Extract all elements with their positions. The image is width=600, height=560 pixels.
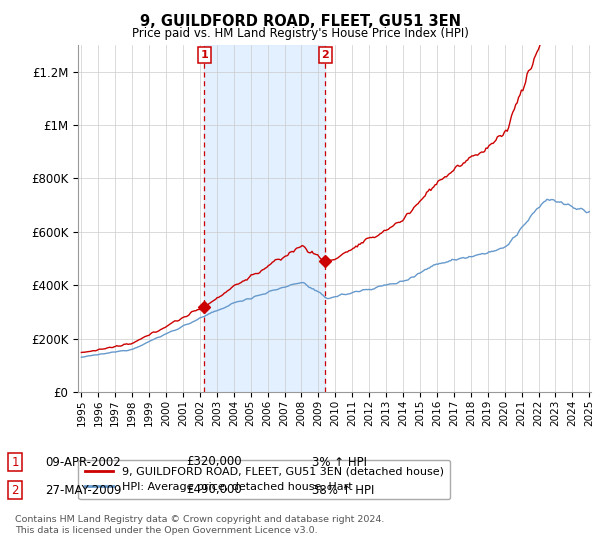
Text: 27-MAY-2009: 27-MAY-2009 — [45, 483, 121, 497]
Text: 9, GUILDFORD ROAD, FLEET, GU51 3EN: 9, GUILDFORD ROAD, FLEET, GU51 3EN — [139, 14, 461, 29]
Text: £320,000: £320,000 — [186, 455, 242, 469]
Text: This data is licensed under the Open Government Licence v3.0.: This data is licensed under the Open Gov… — [15, 526, 317, 535]
Text: 2: 2 — [11, 483, 19, 497]
Bar — [205, 45, 325, 392]
Text: 2: 2 — [322, 50, 329, 60]
Text: 38% ↑ HPI: 38% ↑ HPI — [312, 483, 374, 497]
Text: Price paid vs. HM Land Registry's House Price Index (HPI): Price paid vs. HM Land Registry's House … — [131, 27, 469, 40]
Text: £490,000: £490,000 — [186, 483, 242, 497]
Text: 1: 1 — [11, 455, 19, 469]
Text: 3% ↑ HPI: 3% ↑ HPI — [312, 455, 367, 469]
Legend: 9, GUILDFORD ROAD, FLEET, GU51 3EN (detached house), HPI: Average price, detache: 9, GUILDFORD ROAD, FLEET, GU51 3EN (deta… — [79, 460, 451, 499]
Text: Contains HM Land Registry data © Crown copyright and database right 2024.: Contains HM Land Registry data © Crown c… — [15, 515, 385, 524]
Text: 09-APR-2002: 09-APR-2002 — [45, 455, 121, 469]
Text: 1: 1 — [200, 50, 208, 60]
